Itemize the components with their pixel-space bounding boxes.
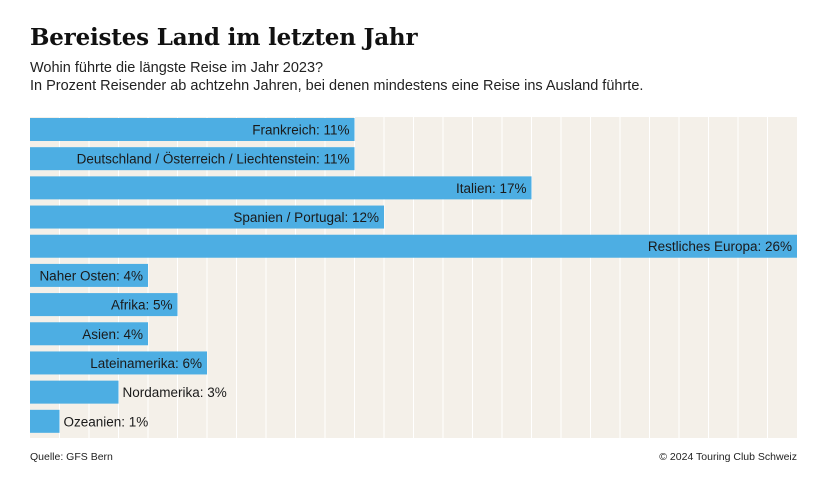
chart-subtitle: Wohin führte die längste Reise im Jahr 2… [30,59,643,95]
subtitle-line-2: In Prozent Reisender ab achtzehn Jahren,… [30,78,644,94]
bar-label: Lateinamerika: 6% [90,356,202,371]
bar-label: Naher Osten: 4% [39,268,143,283]
bar-label: Italien: 17% [456,181,527,196]
bar-label: Frankreich: 11% [252,123,349,138]
bar-label: Afrika: 5% [111,298,173,313]
bar [30,118,355,141]
bar-label: Deutschland / Österreich / Liechtenstein… [77,152,350,167]
bar-label: Restliches Europa: 26% [648,239,792,254]
bar [30,293,178,317]
bar [30,147,355,171]
bar [30,234,797,258]
bar-label: Ozeanien: 1% [64,414,149,429]
bar [30,380,119,404]
chart-title: Bereistes Land im letzten Jahr [30,24,418,51]
bar [30,322,148,346]
copyright-note: © 2024 Touring Club Schweiz [659,451,797,463]
source-note: Quelle: GFS Bern [30,451,113,463]
bars [30,118,797,433]
bar [30,205,384,229]
bar-label: Spanien / Portugal: 12% [233,210,379,225]
bar [30,263,148,287]
bar-labels: Frankreich: 11% Deutschland / Österreich … [39,123,792,430]
subtitle-line-1: Wohin führte die längste Reise im Jahr 2… [30,60,324,76]
bar-label: Asien: 4% [82,327,143,342]
bar [30,351,207,375]
bar [30,409,60,433]
bar [30,176,532,200]
bar-label: Nordamerika: 3% [123,385,227,400]
